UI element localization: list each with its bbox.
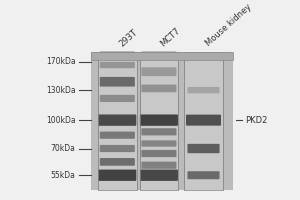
FancyBboxPatch shape bbox=[100, 158, 135, 166]
FancyBboxPatch shape bbox=[98, 170, 136, 181]
Bar bbox=[91, 52, 233, 60]
FancyBboxPatch shape bbox=[141, 67, 176, 76]
Text: 170kDa: 170kDa bbox=[46, 57, 76, 66]
Text: MCT7: MCT7 bbox=[159, 26, 182, 48]
FancyBboxPatch shape bbox=[100, 95, 135, 102]
FancyBboxPatch shape bbox=[188, 171, 220, 179]
FancyBboxPatch shape bbox=[100, 77, 135, 87]
FancyBboxPatch shape bbox=[140, 170, 178, 181]
FancyBboxPatch shape bbox=[141, 128, 176, 135]
FancyBboxPatch shape bbox=[141, 140, 176, 147]
Bar bbox=[98, 52, 136, 190]
Text: PKD2: PKD2 bbox=[245, 116, 268, 125]
FancyBboxPatch shape bbox=[100, 145, 135, 152]
FancyBboxPatch shape bbox=[141, 150, 176, 157]
Text: 55kDa: 55kDa bbox=[51, 171, 76, 180]
FancyBboxPatch shape bbox=[141, 85, 176, 92]
Text: Mouse kidney: Mouse kidney bbox=[203, 3, 253, 48]
FancyBboxPatch shape bbox=[100, 51, 135, 59]
FancyBboxPatch shape bbox=[141, 162, 176, 169]
Bar bbox=[184, 52, 223, 190]
FancyBboxPatch shape bbox=[141, 51, 176, 59]
FancyBboxPatch shape bbox=[100, 132, 135, 139]
Text: 100kDa: 100kDa bbox=[46, 116, 76, 125]
Text: 130kDa: 130kDa bbox=[46, 86, 76, 95]
FancyBboxPatch shape bbox=[186, 115, 221, 126]
FancyBboxPatch shape bbox=[140, 114, 178, 126]
Text: 293T: 293T bbox=[117, 28, 139, 48]
Bar bbox=[91, 52, 233, 190]
FancyBboxPatch shape bbox=[100, 62, 135, 68]
FancyBboxPatch shape bbox=[188, 144, 220, 153]
Bar bbox=[140, 52, 178, 190]
FancyBboxPatch shape bbox=[188, 87, 220, 93]
FancyBboxPatch shape bbox=[98, 114, 136, 126]
Text: 70kDa: 70kDa bbox=[51, 144, 76, 153]
